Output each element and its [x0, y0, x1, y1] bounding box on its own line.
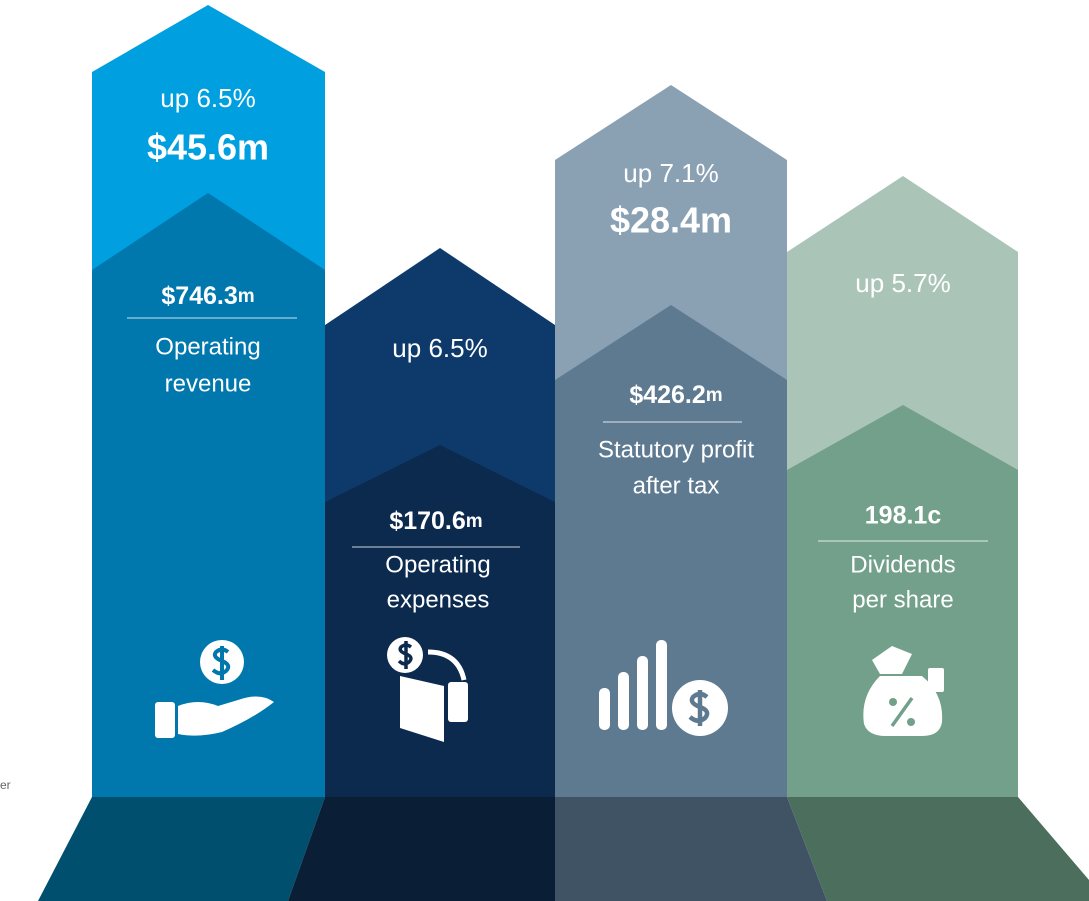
column-revenue: up 6.5% $45.6m $746.3m Operating revenue: [38, 5, 325, 901]
label: expenses: [387, 586, 490, 613]
amount-value: $426.2: [629, 381, 705, 409]
change: up 7.1%: [623, 158, 718, 188]
label: Operating: [385, 551, 490, 578]
column-profit: up 7.1% $28.4m $426.2m Statutory profit …: [555, 85, 827, 901]
side-text: er: [0, 778, 11, 792]
icon-money-bag: [863, 646, 944, 736]
base: [555, 797, 827, 901]
label: Operating: [155, 333, 260, 360]
amount: $426.2m: [629, 381, 722, 409]
column-dividends: up 5.7% 198.1c Dividends per share: [787, 176, 1089, 901]
label: per share: [852, 586, 953, 613]
lower-arrow: [787, 405, 1018, 797]
change-amount: $45.6m: [147, 127, 269, 168]
base: [787, 797, 1089, 901]
lower-arrow: [555, 305, 787, 797]
amount-value: $746.3: [161, 282, 237, 310]
change-amount: $28.4m: [610, 200, 732, 241]
column-expenses: up 6.5% $170.6m Operating expenses: [288, 248, 555, 901]
amount-unit: m: [238, 286, 255, 307]
lower-arrow: [325, 445, 555, 797]
base: [288, 797, 555, 901]
change: up 6.5%: [392, 333, 487, 363]
change: up 5.7%: [855, 268, 950, 298]
label: after tax: [633, 472, 720, 499]
change: up 6.5%: [160, 83, 255, 113]
amount: $746.3m: [161, 282, 254, 310]
icon-bars-coin: [599, 640, 728, 736]
lower-arrow: [92, 193, 325, 797]
base: [38, 797, 325, 901]
amount: 198.1c: [865, 502, 942, 530]
icon-wallet: [387, 637, 468, 742]
amount-unit: m: [706, 385, 723, 406]
label: revenue: [165, 370, 252, 397]
label: Dividends: [850, 551, 955, 578]
label: Statutory profit: [598, 436, 754, 463]
amount: $170.6m: [389, 507, 482, 535]
amount-unit: m: [466, 511, 483, 532]
icon-hand-coin: [155, 640, 274, 738]
amount-value: $170.6: [389, 507, 465, 535]
